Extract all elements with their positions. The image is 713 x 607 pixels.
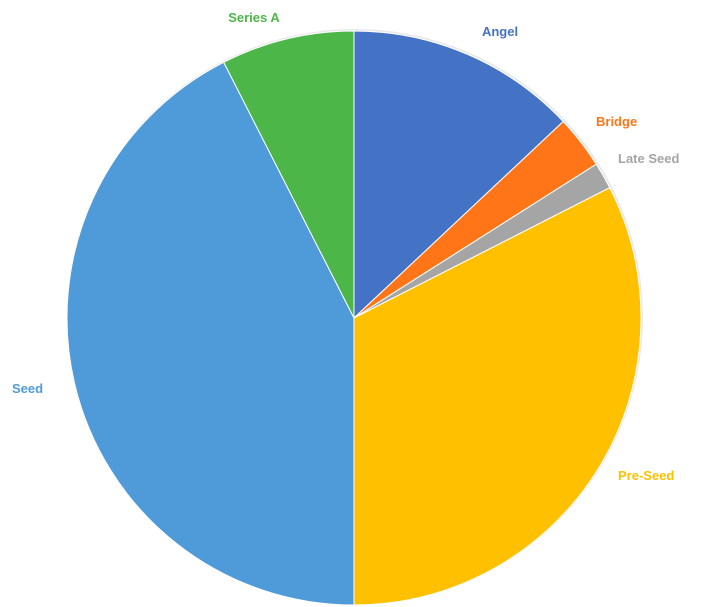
- slice-label-pre-seed: Pre-Seed: [618, 468, 674, 483]
- slice-label-bridge: Bridge: [596, 114, 637, 129]
- pie-labels: Angel Bridge Late Seed Pre-Seed Seed Series A: [12, 10, 679, 483]
- pie-slices: [66, 30, 642, 606]
- slice-label-angel: Angel: [482, 24, 518, 39]
- slice-label-series-a: Series A: [228, 10, 280, 25]
- pie-slice-seed: [66, 61, 355, 606]
- pie-slice-angel: [353, 30, 564, 320]
- pie-slice-pre-seed: [353, 187, 642, 606]
- slice-label-seed: Seed: [12, 381, 43, 396]
- pie-slice-series-a: [223, 30, 355, 319]
- slice-label-late-seed: Late Seed: [618, 151, 679, 166]
